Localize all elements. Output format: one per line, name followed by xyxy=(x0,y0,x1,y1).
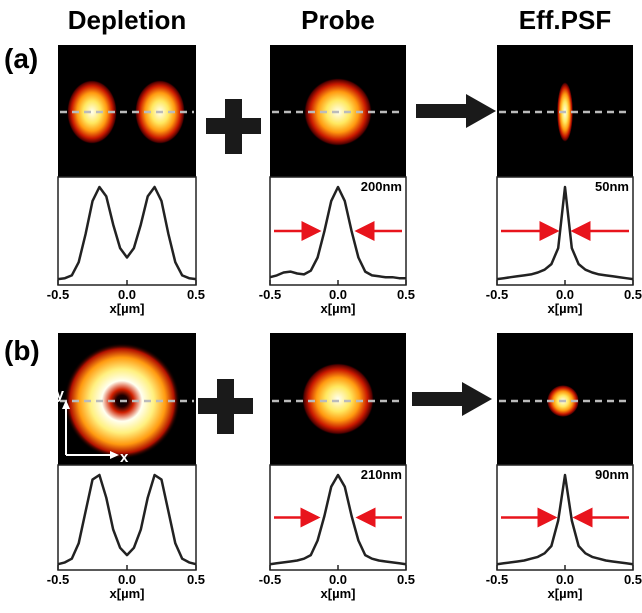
result-arrow xyxy=(412,94,496,416)
x-tick-label: 0.5 xyxy=(624,287,642,302)
width-label: 90nm xyxy=(595,467,629,482)
x-tick-label: 0.5 xyxy=(397,572,415,587)
x-tick-label: 0.0 xyxy=(118,287,136,302)
x-tick-label: 0.0 xyxy=(118,572,136,587)
scan-lines xyxy=(60,110,631,403)
plot-frame xyxy=(57,176,197,286)
x-tick-label: 0.5 xyxy=(624,572,642,587)
x-tick-label: 0.5 xyxy=(187,572,205,587)
x-axis-label: x[µm] xyxy=(548,301,583,316)
width-label: 210nm xyxy=(361,467,402,482)
x-tick-label: 0.5 xyxy=(397,287,415,302)
profile-line xyxy=(496,185,634,281)
x-tick-label: 0.0 xyxy=(329,287,347,302)
axis-arrows xyxy=(62,400,119,459)
axis-arrow-label: x xyxy=(120,449,129,466)
column-header: Probe xyxy=(301,5,375,35)
x-tick-label: 0.5 xyxy=(187,287,205,302)
row-label: (b) xyxy=(4,335,40,366)
x-axis-label: x[µm] xyxy=(110,586,145,601)
row-label: (a) xyxy=(4,43,38,74)
x-axis-label: x[µm] xyxy=(321,301,356,316)
x-tick-label: -0.5 xyxy=(47,287,69,302)
profile-line xyxy=(269,185,406,280)
axis-arrow-label: y xyxy=(56,386,65,403)
column-header: Eff.PSF xyxy=(519,5,611,35)
width-label: 200nm xyxy=(361,179,402,194)
depletion-lobe xyxy=(67,80,117,144)
plus-sign xyxy=(198,99,261,434)
width-label: 50nm xyxy=(595,179,629,194)
x-tick-label: -0.5 xyxy=(486,287,508,302)
x-tick-label: -0.5 xyxy=(47,572,69,587)
column-header: Depletion xyxy=(68,5,186,35)
x-axis-label: x[µm] xyxy=(321,586,356,601)
x-tick-label: 0.0 xyxy=(329,572,347,587)
profile-line xyxy=(57,185,197,281)
profile-line xyxy=(269,473,407,566)
profile-line xyxy=(57,473,197,566)
x-axis-label: x[µm] xyxy=(548,586,583,601)
x-tick-label: -0.5 xyxy=(259,287,281,302)
x-tick-label: -0.5 xyxy=(259,572,281,587)
x-axis-label: x[µm] xyxy=(110,301,145,316)
x-tick-label: 0.0 xyxy=(556,287,574,302)
profile-line xyxy=(496,473,634,566)
x-tick-label: 0.0 xyxy=(556,572,574,587)
x-tick-label: -0.5 xyxy=(486,572,508,587)
probe-spot xyxy=(302,363,374,435)
